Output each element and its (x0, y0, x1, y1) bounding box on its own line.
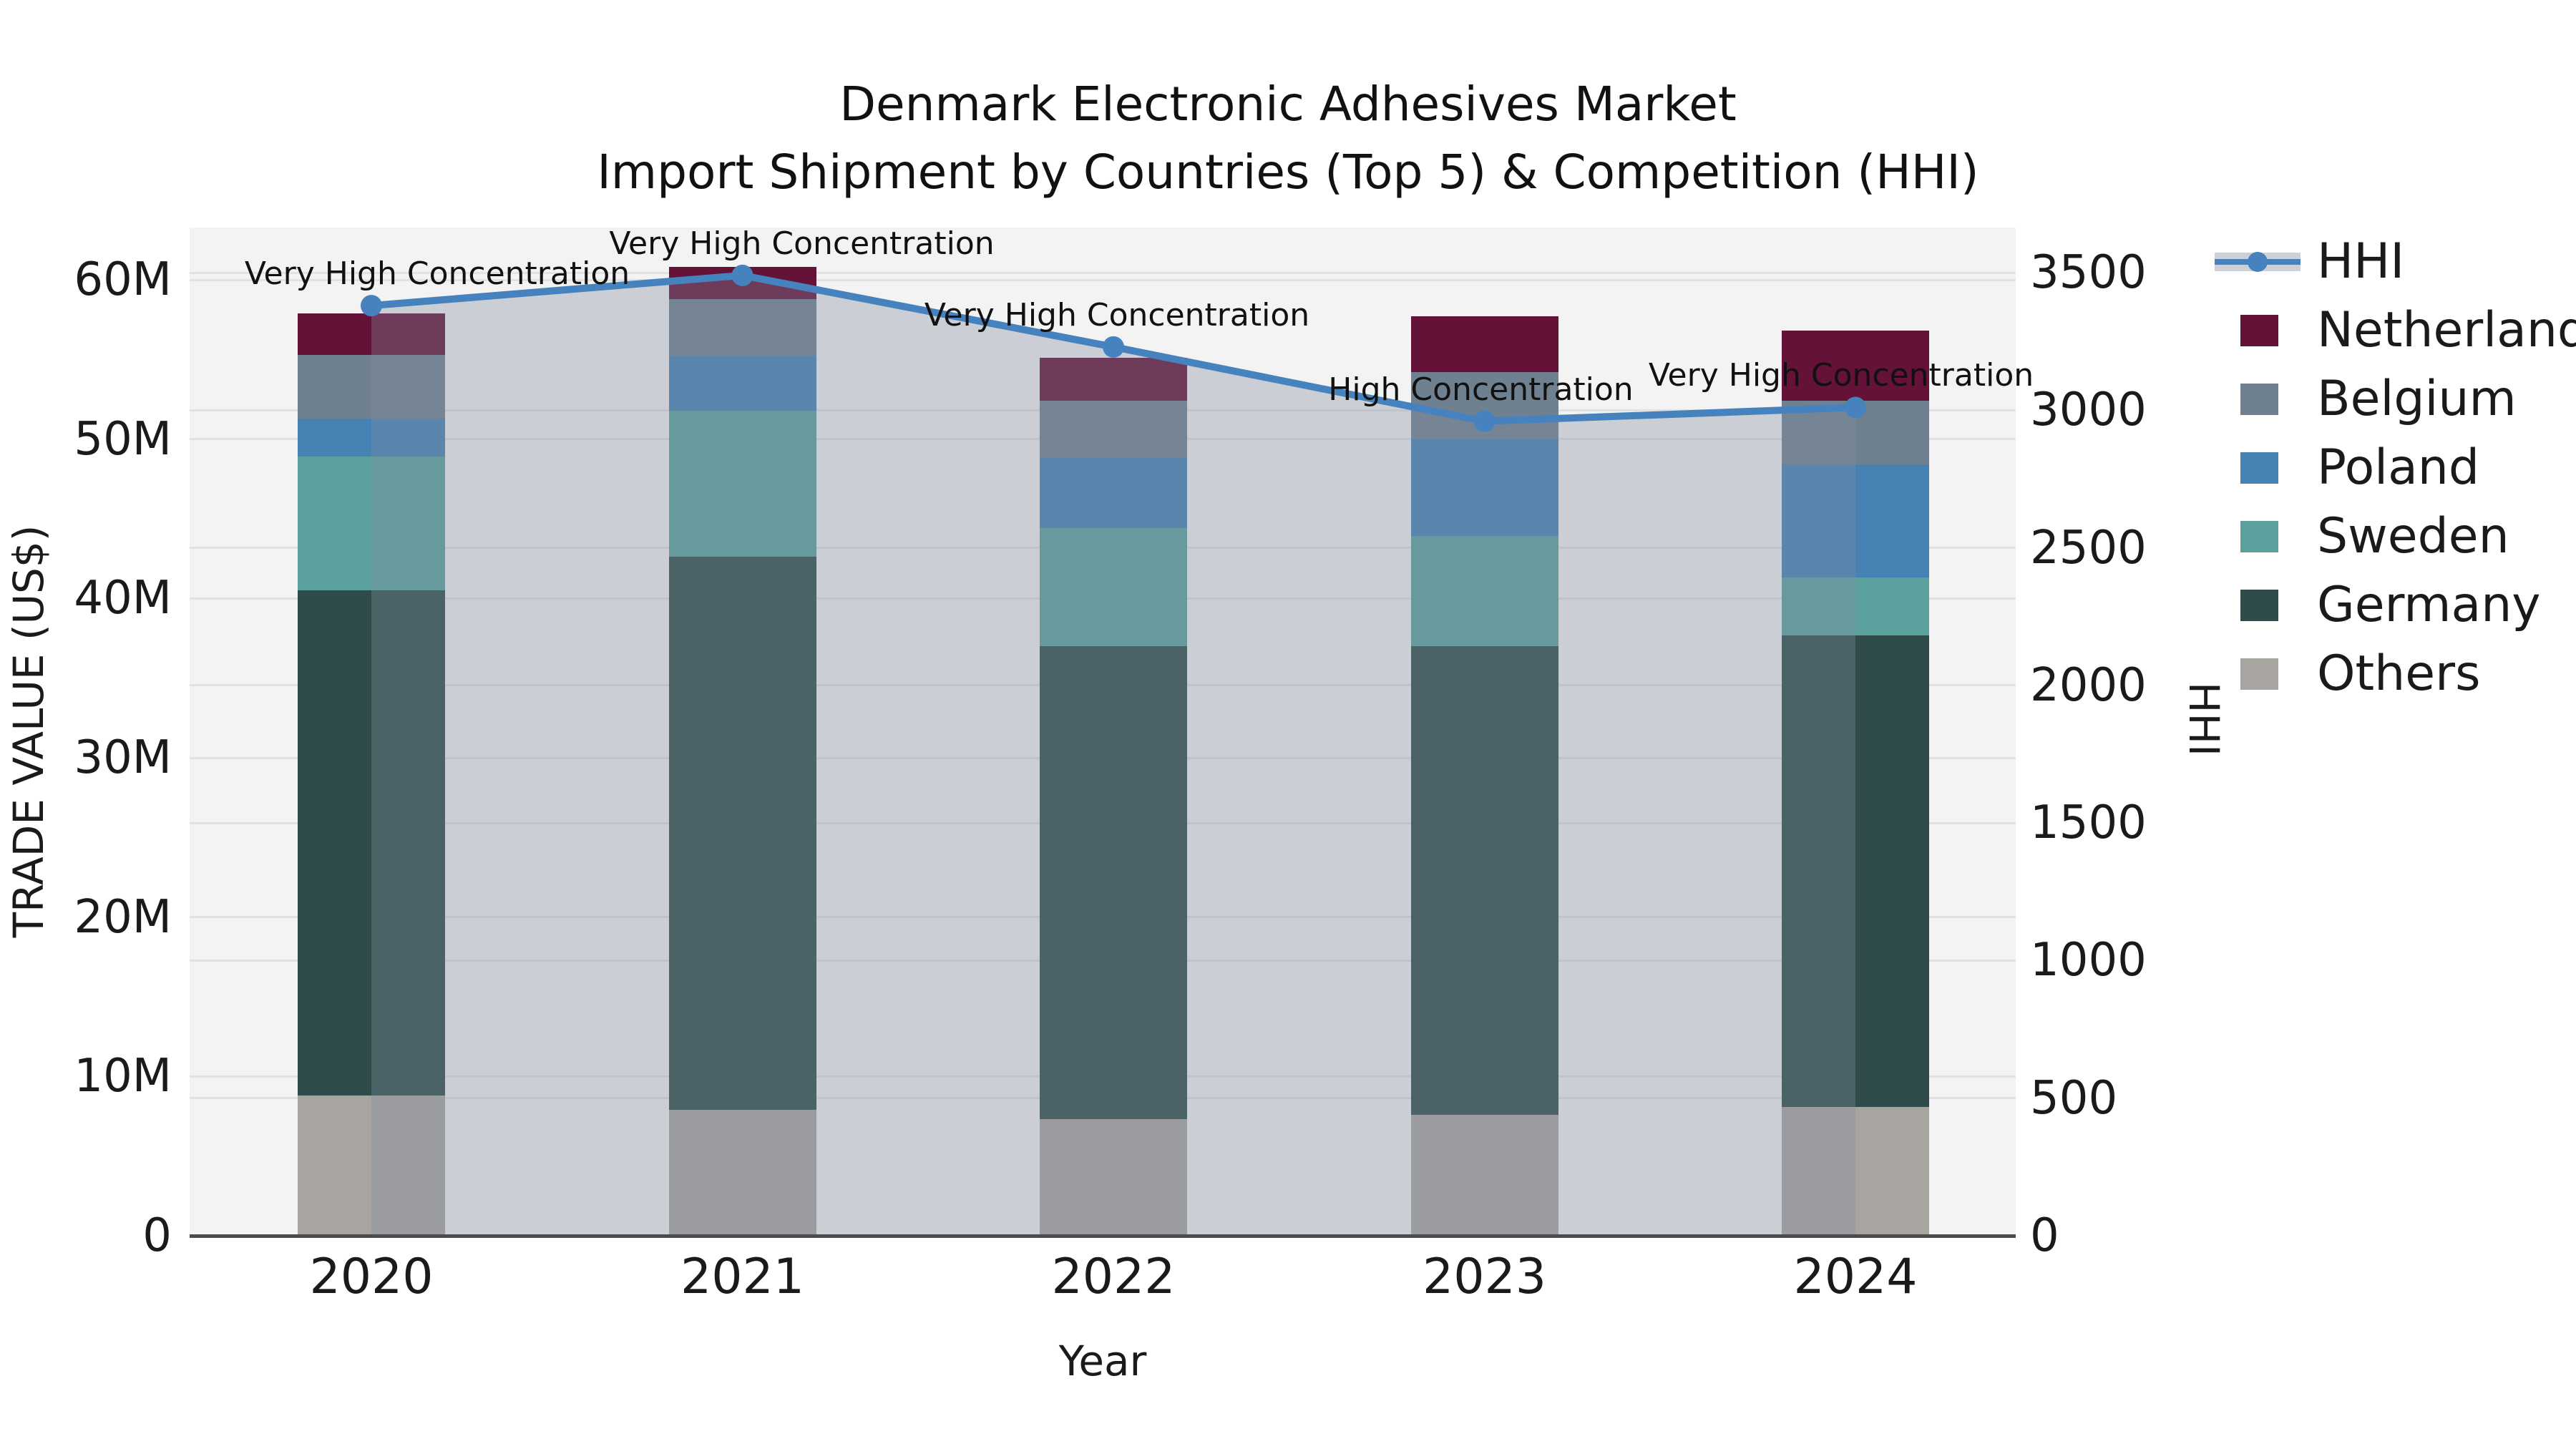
annotation-2020: Very High Concentration (244, 255, 630, 293)
y-left-axis-title: TRADE VALUE (US$) (4, 525, 53, 938)
gridline-left (190, 278, 2016, 281)
bar-segment-poland-2023 (1410, 439, 1558, 537)
y-left-tick-50M: 50M (74, 412, 172, 466)
bar-segment-germany-2020 (298, 590, 445, 1096)
legend-label-germany: Germany (2317, 577, 2541, 633)
bar-segment-belgium-2020 (298, 354, 445, 419)
y-left-tick-40M: 40M (74, 572, 172, 625)
gridline-right (190, 271, 2016, 274)
bar-segment-poland-2022 (1040, 458, 1187, 529)
legend-label-netherlands: Netherlands (2317, 302, 2576, 358)
hhi-marker-2022 (1103, 336, 1124, 358)
legend-swatch-belgium (2240, 384, 2278, 415)
y-left-tick-20M: 20M (74, 890, 172, 944)
bar-segment-poland-2024 (1782, 464, 1929, 578)
bar-segment-netherlands-2022 (1040, 358, 1187, 401)
legend-label-hhi: HHI (2317, 233, 2405, 290)
bar-segment-netherlands-2024 (1782, 331, 1929, 401)
bar-segment-sweden-2024 (1782, 577, 1929, 635)
hhi-area-fill (371, 275, 1855, 1236)
x-tick-2020: 2020 (309, 1249, 434, 1305)
annotation-2023: High Concentration (1328, 371, 1634, 408)
hhi-marker-2024 (1845, 396, 1866, 419)
y-right-tick-3500: 3500 (2030, 246, 2147, 299)
y-right-tick-1000: 1000 (2030, 934, 2147, 987)
bar-segment-netherlands-2020 (298, 313, 445, 355)
x-tick-2021: 2021 (680, 1249, 805, 1305)
hhi-marker-2023 (1473, 410, 1496, 432)
bar-segment-others-2024 (1782, 1106, 1929, 1236)
y-left-tick-30M: 30M (74, 731, 172, 784)
hhi-marker-2021 (731, 264, 753, 286)
y-left-tick-60M: 60M (74, 253, 172, 306)
bar-segment-sweden-2021 (668, 410, 816, 557)
bar-segment-others-2021 (668, 1110, 816, 1236)
legend-swatch-hhi (2215, 246, 2301, 278)
bar-segment-others-2020 (298, 1096, 445, 1236)
legend-label-others: Others (2317, 645, 2481, 702)
bar-segment-sweden-2022 (1040, 528, 1187, 647)
x-tick-2023: 2023 (1422, 1249, 1547, 1305)
y-right-tick-2500: 2500 (2030, 521, 2147, 575)
y-right-tick-3000: 3000 (2030, 384, 2147, 437)
annotation-2021: Very High Concentration (609, 225, 995, 262)
x-axis-title: Year (1058, 1337, 1147, 1385)
bar-segment-germany-2021 (668, 557, 816, 1111)
y-right-axis-title: HHI (2180, 681, 2228, 757)
legend-label-sweden: Sweden (2317, 508, 2509, 565)
hhi-marker-2020 (361, 295, 382, 317)
y-left-tick-10M: 10M (74, 1050, 172, 1103)
annotation-2022: Very High Concentration (924, 296, 1310, 333)
y-right-tick-1500: 1500 (2030, 796, 2147, 850)
legend-hhi-marker (2248, 252, 2268, 272)
bar-segment-poland-2021 (668, 356, 816, 411)
bar-segment-belgium-2022 (1040, 401, 1187, 459)
legend-swatch-others (2240, 658, 2278, 690)
chart-title-line2: Import Shipment by Countries (Top 5) & C… (597, 145, 1979, 200)
x-tick-2022: 2022 (1051, 1249, 1176, 1305)
bar-segment-netherlands-2023 (1410, 316, 1558, 373)
bar-segment-belgium-2021 (668, 298, 816, 356)
bar-segment-sweden-2020 (298, 457, 445, 591)
y-right-tick-0: 0 (2030, 1209, 2059, 1262)
annotation-2024: Very High Concentration (1648, 357, 2034, 394)
legend-swatch-germany (2240, 590, 2278, 621)
legend-label-belgium: Belgium (2317, 371, 2517, 427)
bar-segment-germany-2022 (1040, 646, 1187, 1120)
chart-title-line1: Denmark Electronic Adhesives Market (839, 77, 1737, 132)
bar-segment-germany-2024 (1782, 635, 1929, 1107)
x-axis-spine (190, 1234, 2016, 1238)
hhi-line-and-area (361, 264, 1866, 1236)
bar-segment-others-2022 (1040, 1119, 1187, 1236)
legend-label-poland: Poland (2317, 439, 2480, 496)
bar-segment-poland-2020 (298, 418, 445, 457)
y-right-tick-2000: 2000 (2030, 658, 2147, 712)
bar-segment-germany-2023 (1410, 646, 1558, 1115)
plot-area (190, 228, 2016, 1236)
bar-segment-sweden-2023 (1410, 536, 1558, 647)
bar-segment-others-2023 (1410, 1114, 1558, 1236)
y-right-tick-500: 500 (2030, 1071, 2118, 1125)
legend-swatch-poland (2240, 452, 2278, 484)
legend-swatch-netherlands (2240, 315, 2278, 346)
legend-swatch-sweden (2240, 521, 2278, 552)
y-left-tick-0: 0 (142, 1209, 172, 1262)
x-tick-2024: 2024 (1793, 1249, 1918, 1305)
